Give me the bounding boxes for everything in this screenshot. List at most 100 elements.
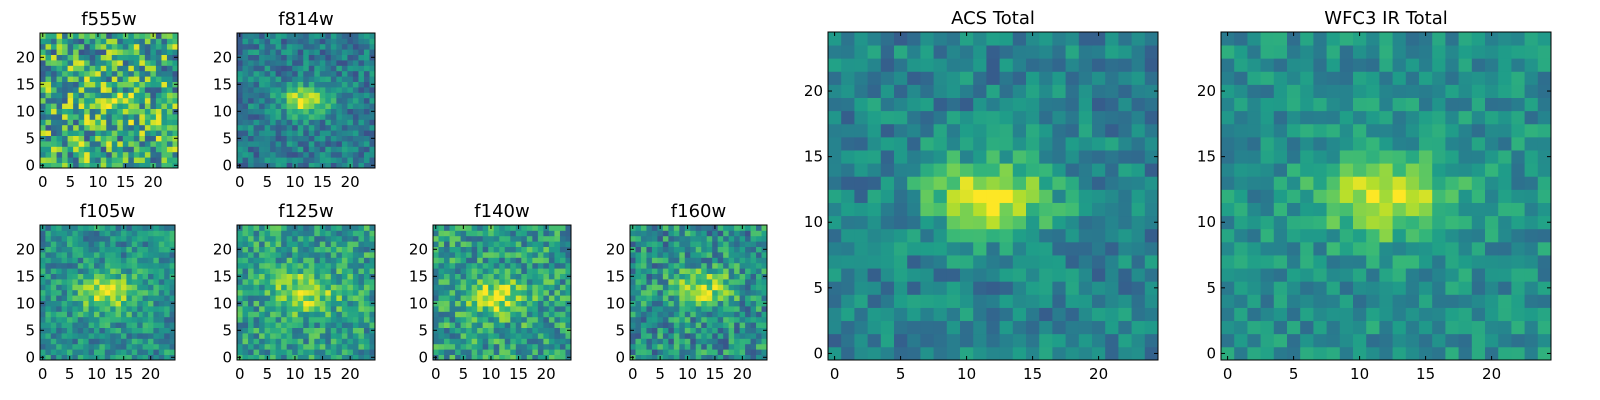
heatmap-cell — [153, 279, 160, 285]
heatmap-cell — [150, 97, 157, 104]
heatmap-cell — [1012, 84, 1027, 98]
heatmap-cell — [51, 33, 57, 39]
heatmap-cell — [521, 268, 528, 274]
heatmap-cell — [521, 306, 528, 312]
heatmap-cell — [1471, 176, 1486, 190]
heatmap-cell — [651, 268, 658, 274]
heatmap-cell — [756, 230, 762, 237]
heatmap-cell — [745, 300, 751, 307]
heatmap-cell — [907, 268, 921, 282]
heatmap-cell — [166, 43, 173, 50]
heatmap-cell — [706, 343, 713, 350]
heatmap-cell — [449, 295, 456, 301]
heatmap-cell — [358, 43, 365, 50]
heatmap-cell — [166, 70, 173, 77]
heatmap-cell — [67, 130, 74, 136]
heatmap-cell — [50, 241, 57, 247]
heatmap-cell — [548, 289, 555, 296]
heatmap-cell — [72, 268, 79, 274]
heatmap-cell — [657, 306, 664, 312]
heatmap-cell — [471, 262, 478, 269]
heatmap-cell — [482, 252, 489, 258]
heatmap-cell — [122, 97, 129, 104]
heatmap-cell — [253, 322, 260, 328]
heatmap-cell — [292, 130, 299, 136]
heatmap-cell — [319, 97, 326, 104]
heatmap-cell — [363, 114, 370, 120]
heatmap-cell — [172, 97, 179, 104]
heatmap-cell — [657, 284, 664, 291]
heatmap-cell — [695, 327, 702, 334]
heatmap-cell — [526, 225, 533, 231]
heatmap-cell — [45, 327, 52, 334]
heatmap-cell — [352, 322, 359, 328]
heatmap-cell — [275, 284, 282, 291]
heatmap-cell — [973, 215, 987, 230]
heatmap-cell — [40, 235, 46, 242]
heatmap-cell — [121, 295, 127, 301]
heatmap-cell — [1287, 228, 1301, 243]
heatmap-cell — [630, 230, 636, 237]
heatmap-cell — [920, 333, 934, 348]
heatmap-cell — [444, 300, 450, 307]
heatmap-cell — [504, 230, 511, 237]
heatmap-cell — [717, 343, 724, 350]
heatmap-cell — [640, 333, 647, 339]
heatmap-cell — [1026, 136, 1040, 151]
heatmap-cell — [1300, 307, 1314, 322]
heatmap-cell — [1065, 215, 1080, 230]
heatmap-cell — [270, 306, 277, 312]
heatmap-cell — [88, 354, 95, 361]
heatmap-cell — [139, 124, 146, 131]
heatmap-cell — [1144, 268, 1159, 282]
heatmap-cell — [706, 262, 713, 269]
heatmap-cell — [121, 279, 127, 285]
heatmap-cell — [1313, 294, 1327, 308]
heatmap-cell — [1247, 346, 1261, 361]
heatmap-cell — [358, 327, 365, 334]
heatmap-cell — [358, 70, 365, 77]
heatmap-cell — [1524, 215, 1539, 230]
heatmap-cell — [242, 225, 249, 231]
heatmap-cell — [270, 338, 277, 345]
heatmap-cell — [325, 146, 332, 153]
heatmap-cell — [73, 70, 80, 77]
heatmap-cell — [363, 300, 370, 307]
heatmap-cell — [841, 215, 855, 230]
heatmap-cell — [133, 87, 140, 93]
heatmap-cell — [1511, 281, 1525, 295]
heatmap-cell — [161, 60, 168, 66]
heatmap-cell — [121, 268, 127, 274]
heatmap-cell — [286, 343, 293, 350]
heatmap-cell — [45, 252, 52, 258]
heatmap-cell — [444, 246, 450, 253]
heatmap-cell — [565, 333, 572, 339]
heatmap-cell — [253, 151, 260, 158]
heatmap-cell — [646, 284, 653, 291]
heatmap-cell — [131, 322, 138, 328]
heatmap-cell — [51, 49, 57, 55]
heatmap-cell — [341, 97, 348, 104]
heatmap-cell — [662, 295, 669, 301]
heatmap-cell — [45, 54, 52, 61]
heatmap-cell — [275, 114, 282, 120]
heatmap-cell — [100, 114, 107, 120]
heatmap-cell — [526, 279, 533, 285]
heatmap-cell — [728, 235, 735, 242]
heatmap-cell — [1221, 307, 1235, 322]
heatmap-cell — [275, 246, 282, 253]
heatmap-cell — [1524, 307, 1539, 322]
heatmap-cell — [110, 268, 116, 274]
heatmap-cell — [828, 320, 842, 335]
heatmap-cell — [297, 273, 304, 280]
heatmap-cell — [137, 246, 143, 253]
heatmap-cell — [706, 241, 713, 247]
heatmap-cell — [104, 354, 111, 361]
heatmap-cell — [117, 108, 124, 115]
heatmap-cell — [83, 354, 89, 361]
heatmap-cell — [319, 114, 326, 120]
heatmap-cell — [319, 119, 326, 126]
heatmap-cell — [369, 316, 376, 323]
heatmap-cell — [1432, 307, 1446, 322]
heatmap-cell — [253, 119, 260, 126]
